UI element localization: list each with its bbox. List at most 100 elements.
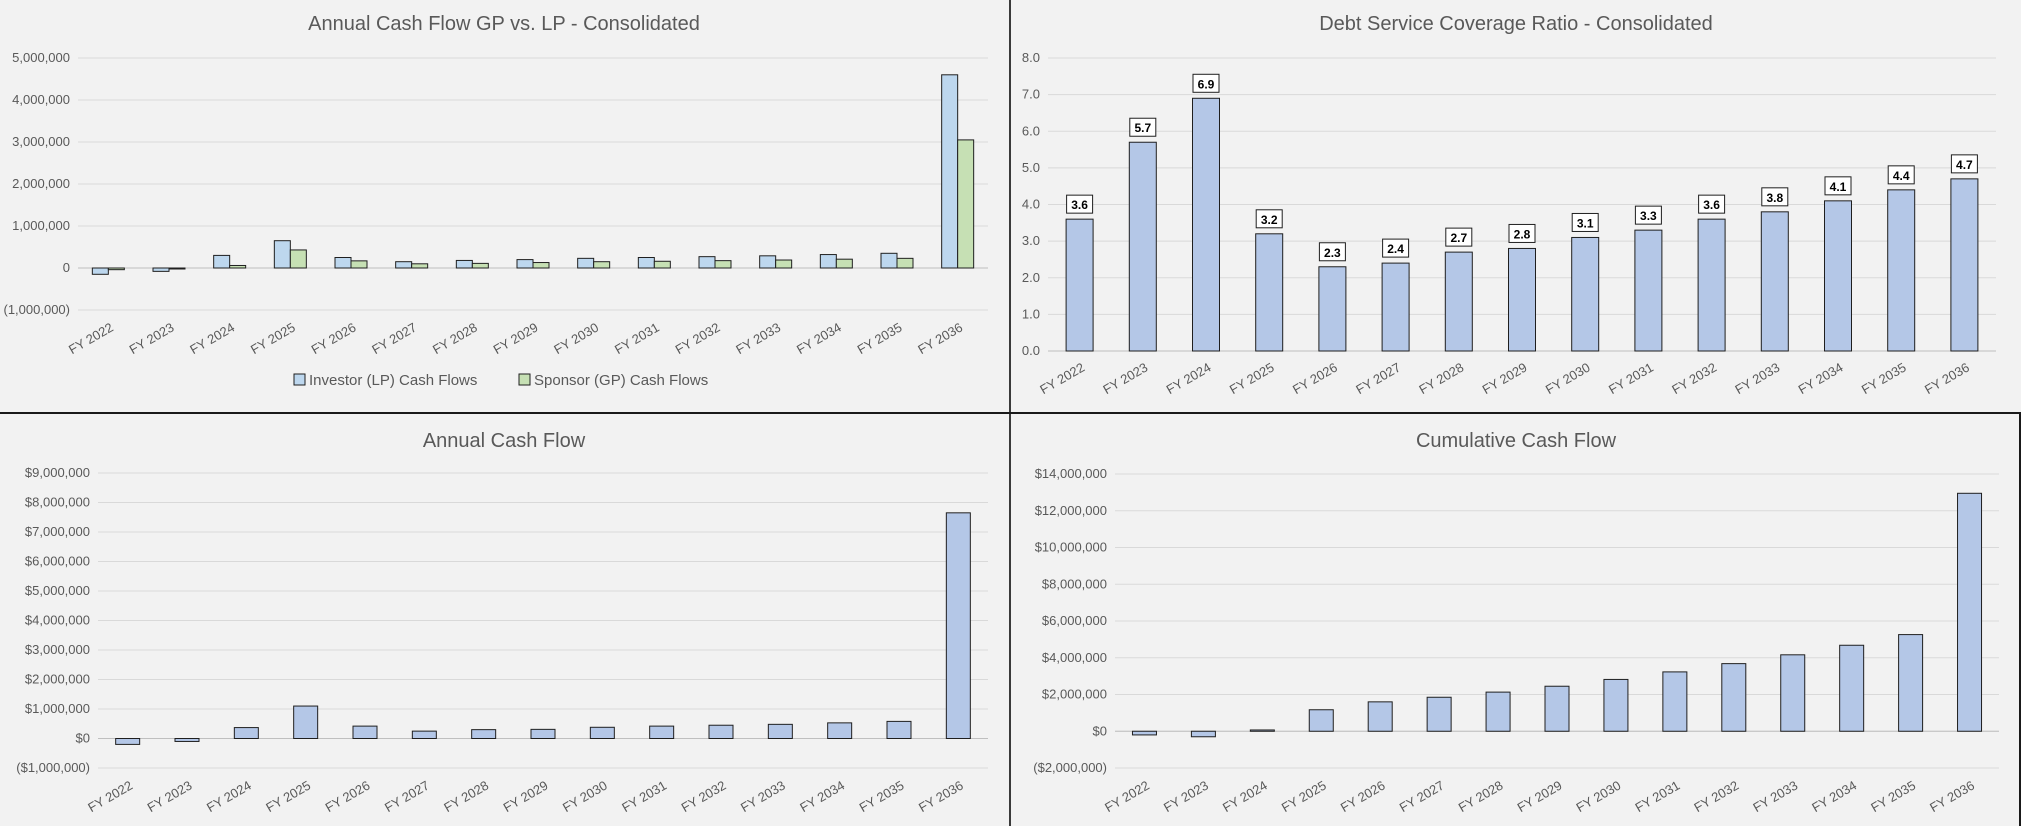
x-tick-label: FY 2022: [1102, 778, 1152, 815]
chart-title: Annual Cash Flow GP vs. LP - Consolidate…: [308, 13, 700, 35]
y-tick-label: 3.0: [1022, 233, 1040, 248]
bar: [1367, 701, 1393, 732]
annual-cash-flow-chart: Annual Cash Flow ($1,000,000) $0 $1,000,00…: [16, 430, 988, 815]
bar: [411, 730, 437, 739]
bar: [1255, 233, 1284, 352]
cumulative-cash-flow-chart: Cumulative Cash Flow ($2,000,000) $0 $2,00…: [1033, 430, 1999, 815]
data-label-box: [1761, 187, 1789, 207]
chart-title: Cumulative Cash Flow: [1416, 430, 1617, 452]
x-tick-label: FY 2023: [1100, 360, 1150, 397]
bar: [273, 240, 291, 269]
x-tick-label: FY 2029: [501, 778, 551, 815]
chart-panel-dscr: Debt Service Coverage Ratio - Consolidat…: [1011, 0, 2021, 412]
x-tick-label: FY 2026: [1338, 778, 1388, 815]
x-tick-label: FY 2026: [1290, 360, 1340, 397]
bar: [174, 738, 200, 742]
x-tick-label: FY 2030: [560, 778, 610, 815]
chart-panel-annual: Annual Cash Flow ($1,000,000) $0 $1,000,00…: [0, 414, 1009, 826]
bar: [1950, 178, 1979, 352]
y-tick-label: $0: [76, 731, 90, 746]
x-tick-label: FY 2032: [679, 778, 729, 815]
bar: [350, 260, 368, 269]
bar: [945, 512, 971, 739]
bar: [1190, 730, 1216, 738]
data-label: 3.2: [1261, 213, 1278, 227]
y-tick-label: 8.0: [1022, 50, 1040, 65]
x-tick-label: FY 2024: [204, 778, 254, 815]
x-tick-label: FY 2025: [1279, 778, 1329, 815]
bar: [91, 267, 109, 275]
x-tick-label: FY 2036: [915, 320, 965, 357]
data-label: 2.4: [1387, 242, 1404, 256]
bar: [714, 260, 732, 269]
bar: [530, 728, 556, 740]
y-tick-label: 0: [63, 260, 70, 275]
bar: [1308, 709, 1334, 732]
bar: [1839, 644, 1865, 732]
x-tick-label: FY 2024: [187, 320, 237, 357]
bar: [767, 723, 793, 739]
x-tick-label: FY 2033: [1750, 778, 1800, 815]
y-tick-label: $14,000,000: [1035, 466, 1107, 481]
chart-panel-lp-gp: Annual Cash Flow GP vs. LP - Consolidate…: [0, 0, 1009, 412]
x-tick-label: FY 2025: [1227, 360, 1277, 397]
y-tick-label: $2,000,000: [1042, 687, 1107, 702]
bar: [1898, 634, 1924, 732]
x-tick-label: FY 2028: [441, 778, 491, 815]
bar: [637, 257, 655, 269]
x-tick-label: FY 2036: [1922, 360, 1972, 397]
data-label: 4.7: [1956, 158, 1973, 172]
x-tick-label: FY 2034: [797, 778, 847, 815]
bar: [289, 249, 307, 269]
y-tick-label: 1,000,000: [12, 218, 70, 233]
y-tick-label: 5.0: [1022, 160, 1040, 175]
data-label: 2.8: [1514, 227, 1531, 241]
bar: [827, 722, 853, 739]
bar: [1544, 685, 1570, 732]
bar: [593, 261, 611, 269]
x-tick-label: FY 2031: [612, 320, 662, 357]
y-tick-label: $4,000,000: [1042, 650, 1107, 665]
x-tick-label: FY 2036: [1927, 778, 1977, 815]
bar: [1634, 229, 1663, 352]
x-tick-label: FY 2033: [738, 778, 788, 815]
bar: [886, 720, 912, 740]
bar: [896, 257, 914, 269]
bar: [1381, 262, 1410, 352]
bar: [471, 729, 497, 739]
data-label-box: [1824, 176, 1852, 196]
y-tick-label: 1.0: [1022, 306, 1040, 321]
x-tick-label: FY 2027: [1397, 778, 1447, 815]
x-tick-label: FY 2028: [1456, 778, 1506, 815]
bar: [152, 267, 170, 272]
x-tick-label: FY 2029: [1515, 778, 1565, 815]
x-tick-label: FY 2027: [369, 320, 419, 357]
y-tick-label: $0: [1093, 723, 1107, 738]
x-tick-label: FY 2032: [1669, 360, 1719, 397]
data-label: 4.1: [1830, 180, 1847, 194]
y-tick-label: $6,000,000: [25, 554, 90, 569]
bar: [1318, 266, 1347, 352]
data-label: 2.7: [1450, 231, 1467, 245]
data-label-box: [1698, 194, 1726, 214]
x-tick-label: FY 2027: [1353, 360, 1403, 397]
x-tick-label: FY 2032: [1691, 778, 1741, 815]
data-label: 5.7: [1134, 121, 1151, 135]
y-tick-label: $4,000,000: [25, 613, 90, 628]
x-tick-label: FY 2023: [145, 778, 195, 815]
x-tick-label: FY 2033: [733, 320, 783, 357]
y-tick-label: ($1,000,000): [16, 760, 90, 775]
x-tick-label: FY 2022: [66, 320, 116, 357]
bar: [1887, 189, 1916, 352]
x-tick-label: FY 2030: [1543, 360, 1593, 397]
bar: [819, 254, 837, 269]
x-tick-label: FY 2023: [1161, 778, 1211, 815]
data-label-box: [1508, 223, 1536, 243]
bar: [653, 260, 671, 269]
bar: [229, 264, 247, 269]
data-label: 3.6: [1703, 198, 1720, 212]
legend-swatch: [293, 373, 306, 386]
x-tick-label: FY 2030: [551, 320, 601, 357]
x-tick-label: FY 2022: [85, 778, 135, 815]
x-tick-label: FY 2025: [263, 778, 313, 815]
